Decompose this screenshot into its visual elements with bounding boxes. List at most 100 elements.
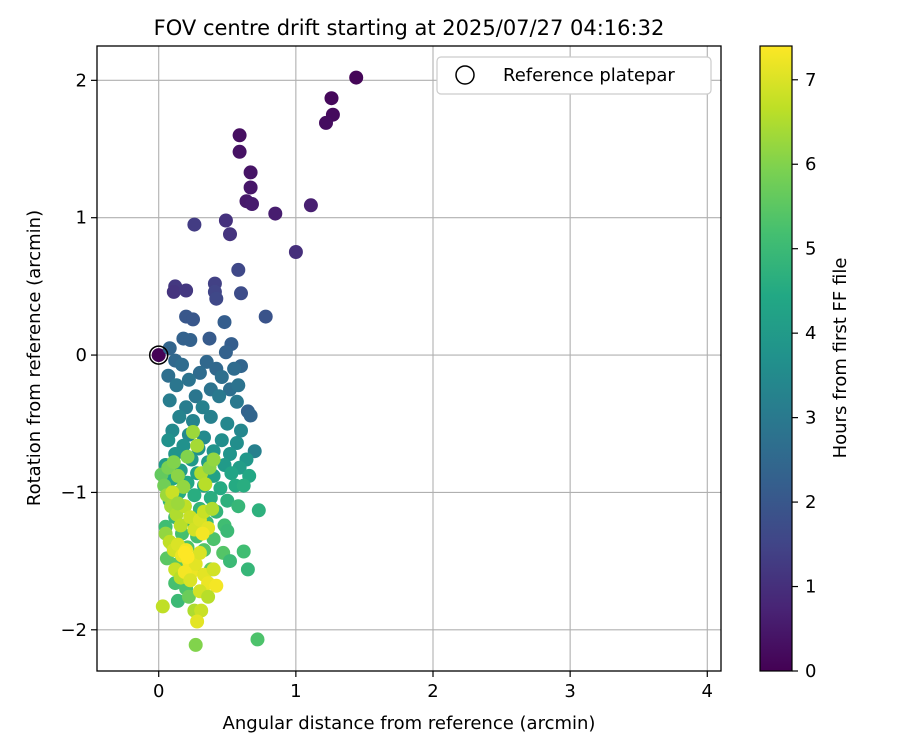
data-point [194, 603, 209, 618]
data-point [166, 284, 181, 299]
legend-entry-reference-platepar: Reference platepar [503, 65, 675, 86]
y-axis-ticks: −2 −1 0 1 2 [60, 70, 97, 641]
data-point [303, 198, 318, 213]
data-point [186, 414, 200, 428]
data-point [203, 409, 218, 424]
data-point [188, 389, 203, 404]
data-point [169, 378, 184, 393]
data-point [234, 423, 248, 438]
data-point [188, 637, 203, 652]
data-point [179, 283, 194, 298]
data-point [206, 562, 221, 577]
data-point [181, 372, 196, 387]
data-point [209, 578, 224, 593]
legend-marker-ring [455, 65, 475, 85]
x-tick-label: 0 [153, 681, 164, 702]
data-point [175, 357, 189, 372]
x-axis-label: Angular distance from reference (arcmin) [223, 713, 596, 734]
x-axis-ticks: 0 1 2 3 4 [153, 671, 713, 702]
chart-title: FOV centre drift starting at 2025/07/27 … [154, 16, 665, 40]
data-point [243, 180, 258, 195]
data-point [250, 632, 265, 647]
data-point [206, 532, 221, 547]
legend-box [436, 56, 712, 95]
data-point [251, 503, 266, 518]
data-point [232, 144, 247, 159]
data-point [243, 165, 258, 180]
colorbar-tick-label: 2 [805, 492, 816, 513]
plot-frame [96, 45, 722, 672]
data-point [214, 370, 229, 384]
data-point [229, 394, 244, 409]
data-point [173, 518, 188, 533]
y-axis-label: Rotation from reference (arcmin) [24, 210, 45, 506]
data-point [324, 91, 339, 106]
data-point [229, 436, 244, 450]
colorbar-tick-label: 4 [805, 323, 816, 344]
colorbar-tick-label: 3 [805, 408, 816, 429]
data-point [217, 315, 232, 330]
data-point [180, 550, 195, 564]
data-point [220, 416, 235, 431]
data-point [224, 466, 239, 481]
data-point [172, 409, 187, 424]
data-point [209, 291, 224, 306]
data-point [288, 245, 303, 259]
y-tick-label: 0 [76, 345, 87, 366]
x-tick-label: 1 [290, 681, 301, 702]
data-point [183, 333, 198, 347]
data-point [220, 493, 235, 508]
y-tick-label: −2 [60, 620, 87, 641]
data-point [155, 599, 170, 614]
data-point [206, 452, 221, 467]
data-point [166, 455, 181, 470]
data-point [198, 477, 213, 492]
data-point [234, 286, 248, 301]
data-point [232, 128, 247, 143]
data-point [190, 438, 205, 453]
data-point [236, 478, 251, 493]
data-point [212, 389, 227, 404]
y-tick-label: −1 [60, 482, 87, 503]
reference-marker-layer [148, 345, 169, 365]
data-point [240, 562, 255, 577]
data-point [180, 449, 195, 464]
data-point [268, 206, 283, 221]
data-point [176, 479, 191, 494]
data-point [183, 573, 198, 588]
data-point [214, 433, 229, 448]
data-point [170, 468, 185, 483]
data-point [236, 544, 251, 559]
data-point [202, 331, 217, 346]
colorbar-tick-label: 7 [805, 70, 816, 91]
data-point [161, 368, 176, 383]
data-point [195, 526, 210, 541]
data-point [192, 365, 207, 380]
data-point [223, 554, 237, 569]
data-points [151, 70, 364, 652]
data-point [218, 345, 233, 360]
data-point [162, 393, 177, 408]
reference-platepar-marker [148, 345, 169, 365]
data-point [170, 496, 185, 511]
colorbar-tick-label: 5 [805, 239, 816, 260]
colorbar-tick-label: 1 [805, 577, 816, 598]
data-point [231, 262, 246, 277]
y-tick-label: 2 [76, 70, 87, 91]
data-point [181, 589, 196, 604]
data-point [213, 481, 228, 496]
data-point [187, 217, 202, 232]
data-point [195, 400, 210, 415]
data-point [258, 309, 273, 324]
data-point [161, 433, 176, 448]
data-point [201, 589, 216, 604]
data-point [151, 348, 166, 363]
data-point [220, 523, 235, 538]
colorbar-gradient [759, 45, 793, 672]
data-point [165, 485, 180, 500]
data-point [243, 408, 258, 423]
data-point [218, 213, 233, 228]
data-point [187, 488, 202, 503]
data-point [162, 341, 177, 356]
